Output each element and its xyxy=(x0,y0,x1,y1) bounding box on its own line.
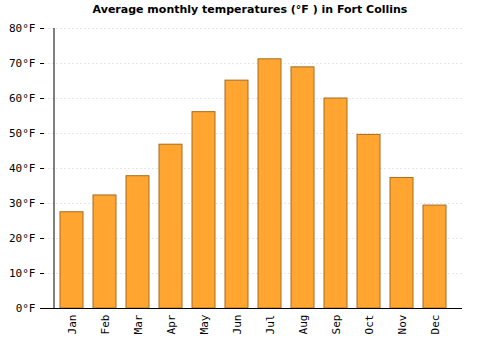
svg-text:70°F: 70°F xyxy=(9,57,36,70)
svg-text:Nov: Nov xyxy=(396,314,409,334)
svg-text:Mar: Mar xyxy=(132,314,145,334)
svg-text:Sep: Sep xyxy=(330,315,343,335)
svg-text:Jun: Jun xyxy=(231,315,244,335)
svg-text:0°F: 0°F xyxy=(16,302,36,315)
svg-text:40°F: 40°F xyxy=(9,162,36,175)
svg-text:Oct: Oct xyxy=(363,315,376,335)
svg-text:Aug: Aug xyxy=(297,315,310,335)
svg-text:May: May xyxy=(198,314,211,334)
svg-text:50°F: 50°F xyxy=(9,127,36,140)
svg-text:Feb: Feb xyxy=(99,315,112,335)
svg-text:Apr: Apr xyxy=(165,314,178,334)
svg-text:80°F: 80°F xyxy=(9,22,36,35)
svg-text:60°F: 60°F xyxy=(9,92,36,105)
svg-text:Dec: Dec xyxy=(429,315,442,335)
svg-text:10°F: 10°F xyxy=(9,267,36,280)
svg-text:20°F: 20°F xyxy=(9,232,36,245)
svg-text:Jan: Jan xyxy=(66,315,79,335)
html-text:Average monthly temperatures (: Average monthly temperatures (°F ) in Fo… xyxy=(92,3,408,16)
svg-text:Jul: Jul xyxy=(264,315,277,335)
svg-text:30°F: 30°F xyxy=(9,197,36,210)
